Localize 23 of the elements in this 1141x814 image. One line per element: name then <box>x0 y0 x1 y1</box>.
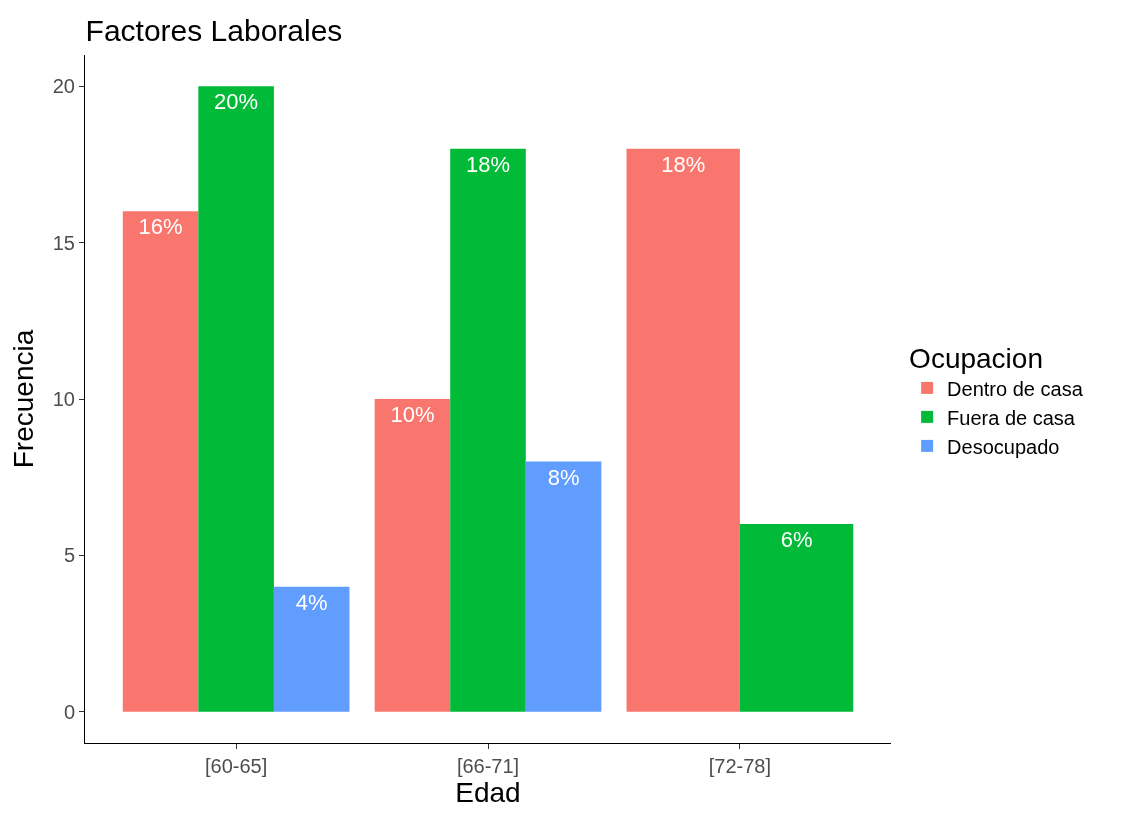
y-tick-label: 5 <box>63 544 75 567</box>
data-label: 18% <box>661 151 706 177</box>
data-label: 20% <box>214 89 259 115</box>
y-tick-label: 15 <box>52 231 75 254</box>
legend-title: Ocupacion <box>909 343 1043 375</box>
y-tick-label: 0 <box>63 700 75 723</box>
y-axis-title: Frecuencia <box>8 329 40 469</box>
legend-label: Desocupado <box>947 435 1060 458</box>
data-label: 6% <box>780 527 813 553</box>
x-tick-label: [66-71] <box>456 755 520 777</box>
y-tick-label: 20 <box>52 75 75 98</box>
chart-title: Factores Laborales <box>85 14 343 48</box>
legend-label: Dentro de casa <box>947 377 1084 400</box>
legend-label: Fuera de casa <box>947 406 1076 429</box>
x-tick-label: [60-65] <box>205 755 268 777</box>
data-label: 16% <box>138 214 183 240</box>
data-label: 18% <box>465 151 511 177</box>
x-tick-label: [72-78] <box>708 755 772 777</box>
data-label: 10% <box>390 402 435 427</box>
data-label: 8% <box>547 464 580 490</box>
y-tick-label: 10 <box>52 388 75 410</box>
data-label: 4% <box>295 589 328 615</box>
x-axis-title: Edad <box>455 777 521 808</box>
